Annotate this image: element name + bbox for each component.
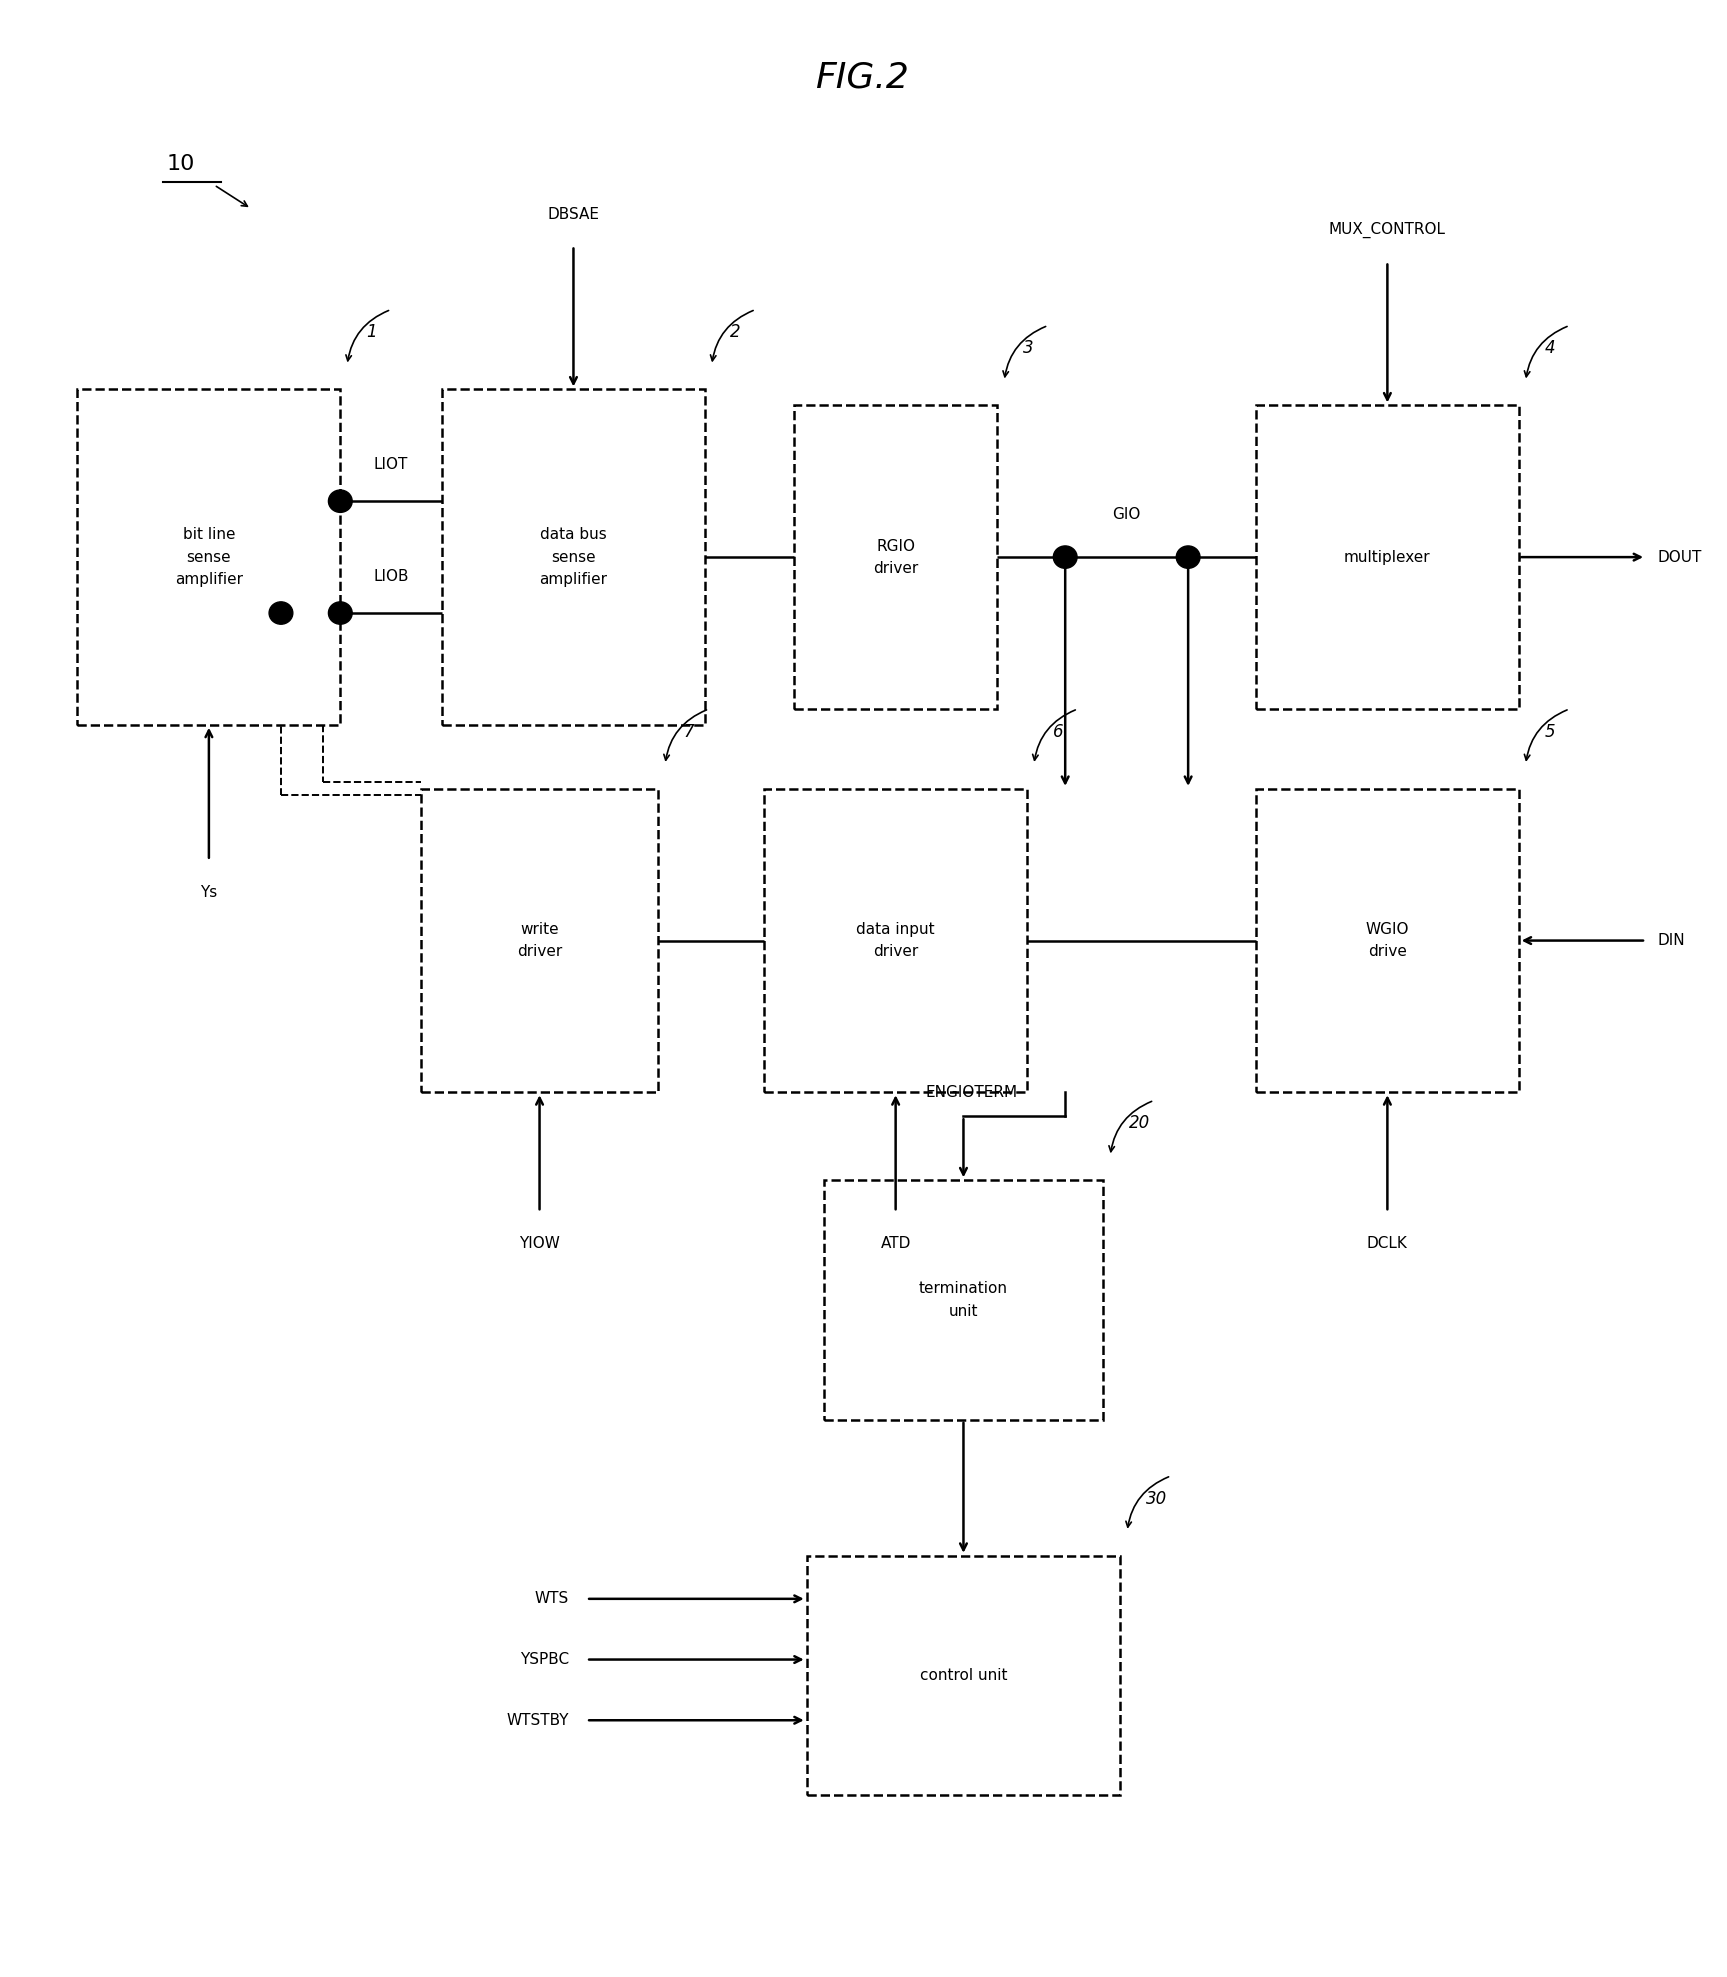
Text: 6: 6 [1052, 724, 1064, 741]
FancyBboxPatch shape [1256, 405, 1518, 710]
Circle shape [328, 601, 352, 625]
Text: RGIO
driver: RGIO driver [874, 538, 919, 575]
FancyBboxPatch shape [1256, 789, 1518, 1093]
Text: ATD: ATD [881, 1236, 910, 1251]
Text: DIN: DIN [1658, 933, 1686, 949]
Text: GIO: GIO [1112, 506, 1142, 522]
Text: multiplexer: multiplexer [1344, 550, 1430, 565]
Text: ENGIOTERM: ENGIOTERM [926, 1085, 1017, 1101]
Text: 1: 1 [366, 324, 376, 342]
Circle shape [269, 601, 294, 625]
Text: bit line
sense
amplifier: bit line sense amplifier [174, 528, 244, 587]
Circle shape [1176, 546, 1200, 567]
FancyBboxPatch shape [794, 405, 998, 710]
Text: 3: 3 [1022, 340, 1033, 358]
FancyBboxPatch shape [807, 1556, 1121, 1795]
Text: 20: 20 [1129, 1115, 1150, 1133]
Text: data bus
sense
amplifier: data bus sense amplifier [539, 528, 608, 587]
Text: Ys: Ys [200, 884, 218, 900]
Circle shape [1053, 546, 1078, 567]
Text: LIOT: LIOT [375, 457, 408, 473]
Text: YIOW: YIOW [520, 1236, 560, 1251]
Text: 4: 4 [1544, 340, 1554, 358]
Text: MUX_CONTROL: MUX_CONTROL [1328, 221, 1445, 237]
Text: write
driver: write driver [516, 921, 563, 959]
Circle shape [328, 490, 352, 512]
Text: FIG.2: FIG.2 [815, 61, 908, 95]
Text: WGIO
drive: WGIO drive [1366, 921, 1409, 959]
Text: 5: 5 [1544, 724, 1554, 741]
FancyBboxPatch shape [442, 389, 705, 726]
FancyBboxPatch shape [421, 789, 658, 1093]
Text: 7: 7 [684, 724, 694, 741]
Text: termination
unit: termination unit [919, 1281, 1009, 1319]
FancyBboxPatch shape [824, 1180, 1104, 1419]
Text: LIOB: LIOB [373, 569, 409, 585]
Text: 2: 2 [731, 324, 741, 342]
FancyBboxPatch shape [765, 789, 1028, 1093]
Text: DBSAE: DBSAE [547, 206, 599, 221]
Text: control unit: control unit [920, 1669, 1007, 1682]
FancyBboxPatch shape [78, 389, 340, 726]
Text: YSPBC: YSPBC [520, 1653, 570, 1667]
Text: WTSTBY: WTSTBY [506, 1712, 570, 1728]
Text: DCLK: DCLK [1368, 1236, 1408, 1251]
Text: DOUT: DOUT [1658, 550, 1703, 565]
Text: data input
driver: data input driver [857, 921, 934, 959]
Text: 10: 10 [166, 154, 195, 174]
Text: 30: 30 [1145, 1491, 1167, 1508]
Text: WTS: WTS [535, 1591, 570, 1607]
